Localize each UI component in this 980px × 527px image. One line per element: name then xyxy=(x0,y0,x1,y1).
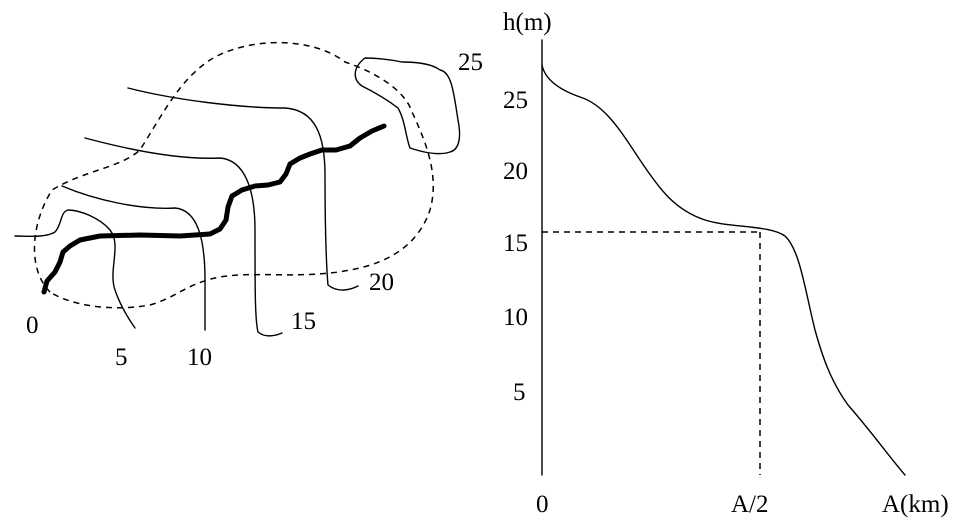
profile-plot: h(m) A(km) 25 20 15 10 5 0 A/2 xyxy=(503,9,949,518)
y-tick-10: 10 xyxy=(503,304,528,331)
x-axis-label: A(km) xyxy=(882,491,949,518)
contour-label-15: 15 xyxy=(291,308,316,335)
y-tick-25: 25 xyxy=(503,87,528,114)
y-axis-label: h(m) xyxy=(503,9,552,36)
contour-line-20 xyxy=(127,87,359,291)
contour-label-5: 5 xyxy=(115,344,128,371)
contour-label-25: 25 xyxy=(458,49,483,76)
x-tick-half: A/2 xyxy=(731,491,769,518)
contour-label-20: 20 xyxy=(369,269,394,296)
x-tick-0: 0 xyxy=(536,491,549,518)
y-tick-20: 20 xyxy=(503,158,528,185)
contour-label-0: 0 xyxy=(26,312,39,339)
contour-map: 0 5 10 15 20 25 xyxy=(14,41,483,371)
contour-line-5 xyxy=(14,209,136,329)
watershed-boundary xyxy=(33,41,434,309)
main-stream xyxy=(41,123,387,295)
profile-curve xyxy=(541,64,906,476)
contour-line-25 xyxy=(354,57,461,155)
y-tick-5: 5 xyxy=(513,379,526,406)
contour-label-10: 10 xyxy=(187,344,212,371)
contour-line-15 xyxy=(84,137,283,337)
contour-line-10 xyxy=(61,185,206,331)
y-tick-15: 15 xyxy=(503,230,528,257)
